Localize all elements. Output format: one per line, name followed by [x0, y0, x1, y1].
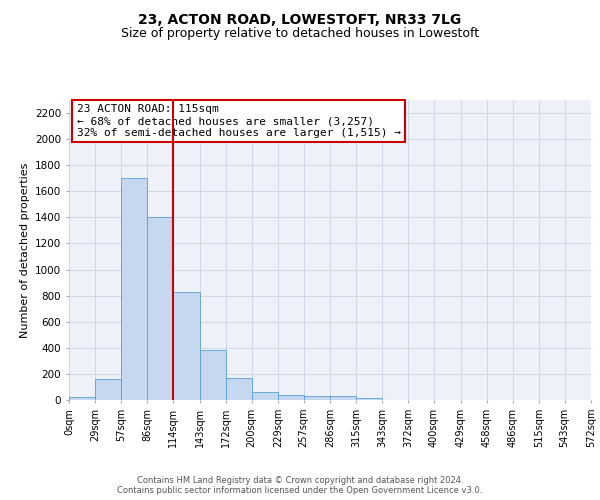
Bar	[69, 398, 95, 400]
Bar	[330, 396, 356, 400]
Bar	[95, 379, 121, 400]
Bar	[356, 398, 382, 400]
Bar	[226, 378, 251, 400]
Text: Contains HM Land Registry data © Crown copyright and database right 2024.
Contai: Contains HM Land Registry data © Crown c…	[118, 476, 482, 495]
Y-axis label: Number of detached properties: Number of detached properties	[20, 162, 29, 338]
Bar	[304, 396, 330, 400]
Bar	[173, 292, 199, 400]
Bar	[251, 392, 278, 400]
Bar	[199, 350, 226, 400]
Bar	[121, 178, 148, 400]
Bar	[148, 218, 173, 400]
Text: 23, ACTON ROAD, LOWESTOFT, NR33 7LG: 23, ACTON ROAD, LOWESTOFT, NR33 7LG	[139, 12, 461, 26]
Bar	[278, 396, 304, 400]
Text: Size of property relative to detached houses in Lowestoft: Size of property relative to detached ho…	[121, 28, 479, 40]
Text: 23 ACTON ROAD: 115sqm
← 68% of detached houses are smaller (3,257)
32% of semi-d: 23 ACTON ROAD: 115sqm ← 68% of detached …	[77, 104, 401, 138]
